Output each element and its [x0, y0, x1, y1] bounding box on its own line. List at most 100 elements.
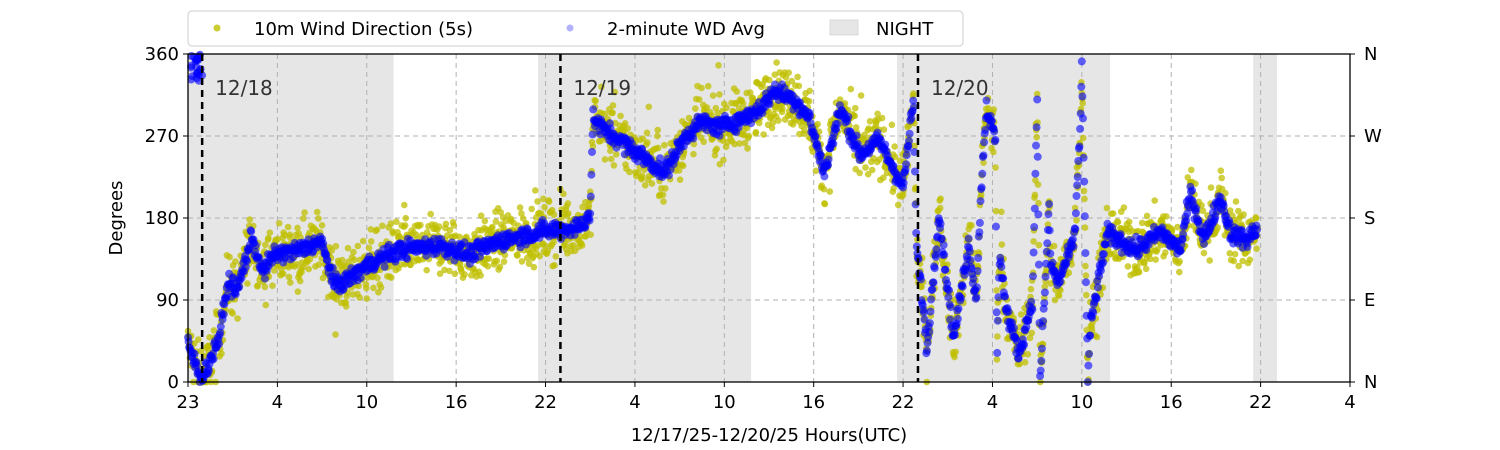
wd-avg-point — [833, 119, 842, 128]
wd-5s-point — [1253, 245, 1260, 252]
x-axis-label: 12/17/25-12/20/25 Hours(UTC) — [631, 425, 907, 446]
wd-avg-point — [956, 294, 965, 302]
wd-5s-point — [760, 131, 767, 138]
wd-5s-point — [626, 168, 633, 176]
wd-avg-point — [1192, 204, 1201, 213]
wd-5s-point — [561, 240, 569, 248]
wd-avg-point — [1036, 366, 1045, 375]
wd-avg-point — [1045, 226, 1054, 235]
legend-yellow-dot-icon — [213, 24, 221, 32]
wd-5s-point — [814, 120, 821, 128]
wd-5s-point — [1050, 242, 1058, 250]
wd-5s-point — [888, 121, 896, 129]
wd-avg-point — [905, 129, 914, 138]
wd-5s-point — [1081, 195, 1088, 203]
wd-5s-point — [332, 331, 339, 338]
wd-5s-point — [493, 257, 501, 265]
wd-5s-point — [755, 119, 763, 127]
wd-5s-point — [262, 301, 270, 309]
wd-5s-point — [350, 248, 357, 256]
wd-5s-point — [998, 208, 1005, 216]
wd-5s-point — [375, 289, 382, 296]
wd-5s-point — [592, 97, 599, 105]
wd-5s-point — [551, 262, 558, 269]
wd-avg-point — [993, 316, 1002, 325]
wd-5s-point — [525, 260, 533, 268]
wd-avg-point — [829, 139, 838, 148]
wd-avg-point — [917, 275, 925, 284]
wd-avg-point — [356, 273, 365, 282]
wd-5s-point — [654, 132, 661, 140]
y-tick-label: 180 — [145, 208, 179, 229]
wd-5s-point — [388, 274, 395, 282]
wd-5s-point — [1120, 204, 1128, 211]
wd-5s-point — [857, 92, 865, 99]
wd-5s-point — [489, 223, 496, 231]
wd-5s-point — [481, 217, 489, 225]
wd-5s-point — [1079, 100, 1086, 107]
wd-avg-point — [997, 262, 1006, 271]
wd-5s-point — [1125, 218, 1133, 226]
wd-avg-point — [247, 227, 256, 236]
wd-5s-point — [826, 188, 834, 195]
wd-avg-point — [1078, 92, 1087, 101]
wd-5s-point — [266, 229, 274, 236]
wd-5s-point — [741, 139, 749, 147]
wd-avg-point — [978, 169, 987, 178]
wd-avg-point — [187, 75, 196, 84]
wd-5s-point — [1073, 217, 1080, 224]
wd-avg-point — [1071, 225, 1080, 233]
wd-avg-point — [973, 283, 981, 292]
wd-5s-point — [1041, 283, 1049, 291]
wd-avg-point — [977, 183, 986, 192]
wd-5s-point — [769, 119, 777, 126]
wd-5s-point — [1080, 187, 1088, 195]
wd-avg-point — [1075, 142, 1084, 151]
wd-avg-point — [946, 303, 955, 312]
wd-avg-point — [588, 148, 596, 156]
wd-avg-point — [1086, 331, 1095, 340]
wd-5s-point — [654, 126, 661, 134]
wd-5s-point — [305, 265, 313, 273]
wd-5s-point — [703, 104, 711, 111]
wd-avg-point — [1099, 250, 1108, 259]
wd-avg-point — [1069, 242, 1078, 251]
wd-5s-point — [363, 284, 370, 292]
wd-5s-point — [287, 279, 294, 286]
wd-5s-point — [1082, 272, 1090, 279]
wd-avg-point — [1253, 225, 1261, 234]
wd-avg-point — [187, 63, 196, 72]
wd-avg-point — [1009, 323, 1018, 332]
wd-avg-point — [586, 192, 595, 201]
wd-avg-point — [1135, 250, 1144, 259]
wd-avg-point — [1034, 260, 1043, 269]
wd-avg-point — [209, 354, 218, 363]
wd-5s-point — [541, 203, 548, 211]
wd-5s-point — [874, 110, 881, 118]
wd-avg-point — [1076, 124, 1085, 133]
wd-5s-point — [820, 185, 828, 193]
y2-tick-label: W — [1364, 126, 1382, 147]
wd-avg-point — [811, 132, 820, 141]
wd-avg-point — [1096, 266, 1105, 275]
wd-avg-point — [1079, 153, 1088, 162]
wd-5s-point — [624, 125, 632, 132]
wd-5s-point — [1135, 268, 1143, 276]
wd-5s-point — [1226, 207, 1234, 214]
wd-5s-point — [868, 166, 876, 174]
wd-5s-point — [197, 347, 205, 355]
wd-5s-point — [805, 98, 813, 105]
wd-avg-point — [1034, 210, 1043, 219]
wd-5s-point — [607, 155, 615, 163]
wd-5s-point — [300, 215, 307, 222]
wd-5s-point — [660, 198, 667, 205]
wd-avg-point — [926, 307, 935, 316]
x-tick-label: 4 — [1344, 392, 1355, 413]
wd-5s-point — [417, 221, 424, 229]
wd-avg-point — [586, 209, 595, 218]
wd-5s-point — [285, 273, 293, 281]
wd-5s-point — [1031, 191, 1039, 199]
wd-avg-point — [929, 278, 938, 287]
wd-avg-point — [941, 265, 950, 274]
wd-avg-point — [1022, 323, 1031, 332]
